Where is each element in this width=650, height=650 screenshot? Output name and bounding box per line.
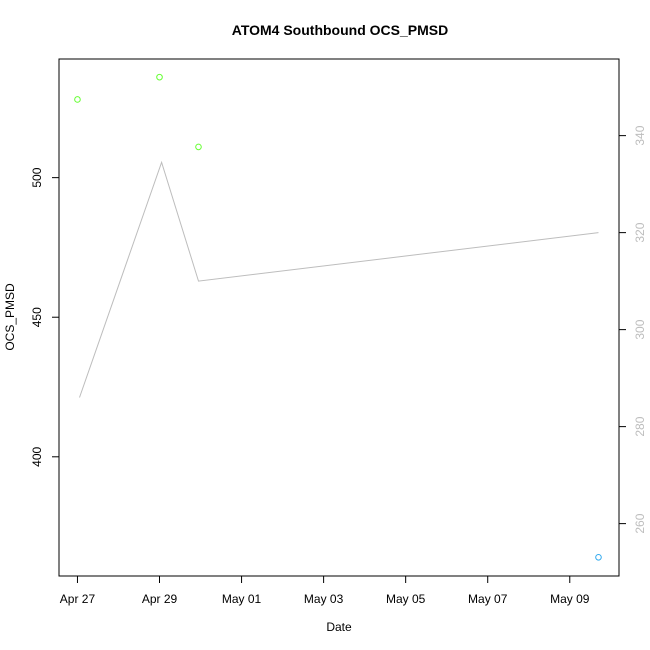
data-point (195, 143, 202, 151)
y-axis-label: OCS_PMSD (3, 283, 17, 351)
y-right-tick-label: 300 (633, 319, 647, 339)
data-point (595, 553, 602, 561)
chart-title: ATOM4 Southbound OCS_PMSD (232, 22, 448, 38)
x-tick-label: May 07 (468, 592, 508, 606)
y-right-tick-label: 280 (633, 416, 647, 436)
x-axis: Apr 27 Apr 29 May 01 May 03 May 05 May 07 May … (60, 576, 590, 606)
x-tick-label: May 03 (304, 592, 344, 606)
y-left-tick-label: 450 (30, 307, 44, 327)
x-tick-label: May 09 (550, 592, 590, 606)
y-right-tick-label: 340 (633, 125, 647, 145)
x-tick-label: May 01 (222, 592, 262, 606)
line-layer (79, 160, 599, 398)
point-layer (74, 73, 602, 561)
plot-frame (58, 58, 620, 577)
y-right-tick-label: 260 (633, 513, 647, 533)
data-point (74, 96, 81, 103)
line-series (79, 160, 599, 398)
x-tick-label: Apr 27 (60, 592, 96, 606)
x-axis-label: Date (326, 620, 352, 634)
y-left-tick-label: 400 (30, 446, 44, 466)
y-axis-left: 400 450 500 (30, 167, 60, 467)
y-left-tick-label: 500 (30, 167, 44, 187)
data-point (156, 73, 163, 81)
x-tick-label: May 05 (386, 592, 426, 606)
y-right-tick-label: 320 (633, 222, 647, 242)
x-tick-label: Apr 29 (142, 592, 178, 606)
y-axis-right: 260 280 300 320 340 (619, 125, 647, 534)
